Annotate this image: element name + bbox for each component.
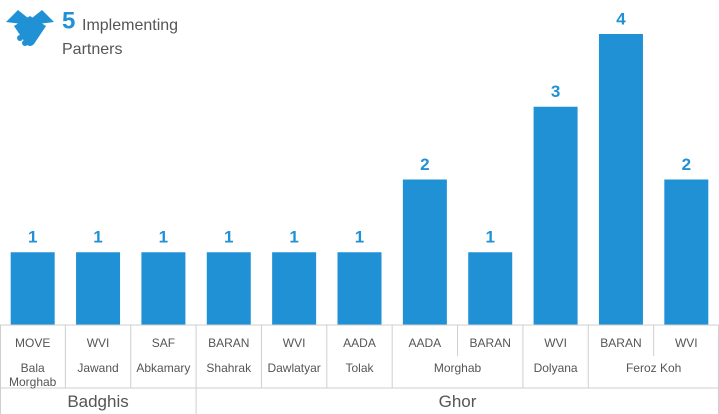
district-label: Abkamary [136,361,191,375]
value-label: 1 [28,228,37,247]
value-label: 4 [616,9,626,28]
province-label: Ghor [438,392,477,411]
district-label: Tolak [345,361,374,375]
partner-label: BARAN [208,336,250,350]
bar [664,179,709,325]
bar [402,179,447,325]
value-label: 1 [93,228,102,247]
province-label: Badghis [67,392,129,411]
bar [141,252,186,325]
value-label: 3 [551,82,560,101]
district-label: Morghab [433,361,482,375]
value-label: 1 [289,228,298,247]
district-label: Dawlatyar [267,361,321,375]
value-label: 1 [485,228,494,247]
handshake-icon [6,10,54,46]
district-label: Shahrak [206,361,252,375]
partner-label: AADA [408,336,442,350]
partner-label: MOVE [15,336,51,350]
bar [76,252,121,325]
value-label: 1 [159,228,168,247]
partner-label: BARAN [600,336,642,350]
bar [337,252,382,325]
partner-label: WVI [544,336,567,350]
value-label: 2 [682,155,691,174]
partner-label: SAF [151,336,176,350]
value-label: 1 [224,228,233,247]
value-label: 1 [355,228,364,247]
bar [598,34,643,325]
bar [272,252,317,325]
district-label: Dolyana [533,361,578,375]
partner-label: WVI [674,336,698,350]
district-label: Feroz Koh [625,361,682,375]
bar [10,252,55,325]
partner-label: WVI [282,336,306,350]
district-label: Bala Morghab [8,361,57,389]
partner-label: BARAN [469,336,511,350]
title-box: Implementing Partners Presence [62,17,179,58]
bar [206,252,251,325]
chart-title: Implementing Partners Presence [62,17,179,58]
bar [533,106,578,325]
title-count: 5 [62,7,75,34]
partner-label: AADA [343,336,376,350]
district-label: Jawand [77,361,119,375]
bar [468,252,513,325]
partner-label: WVI [86,336,110,350]
value-label: 2 [420,155,429,174]
